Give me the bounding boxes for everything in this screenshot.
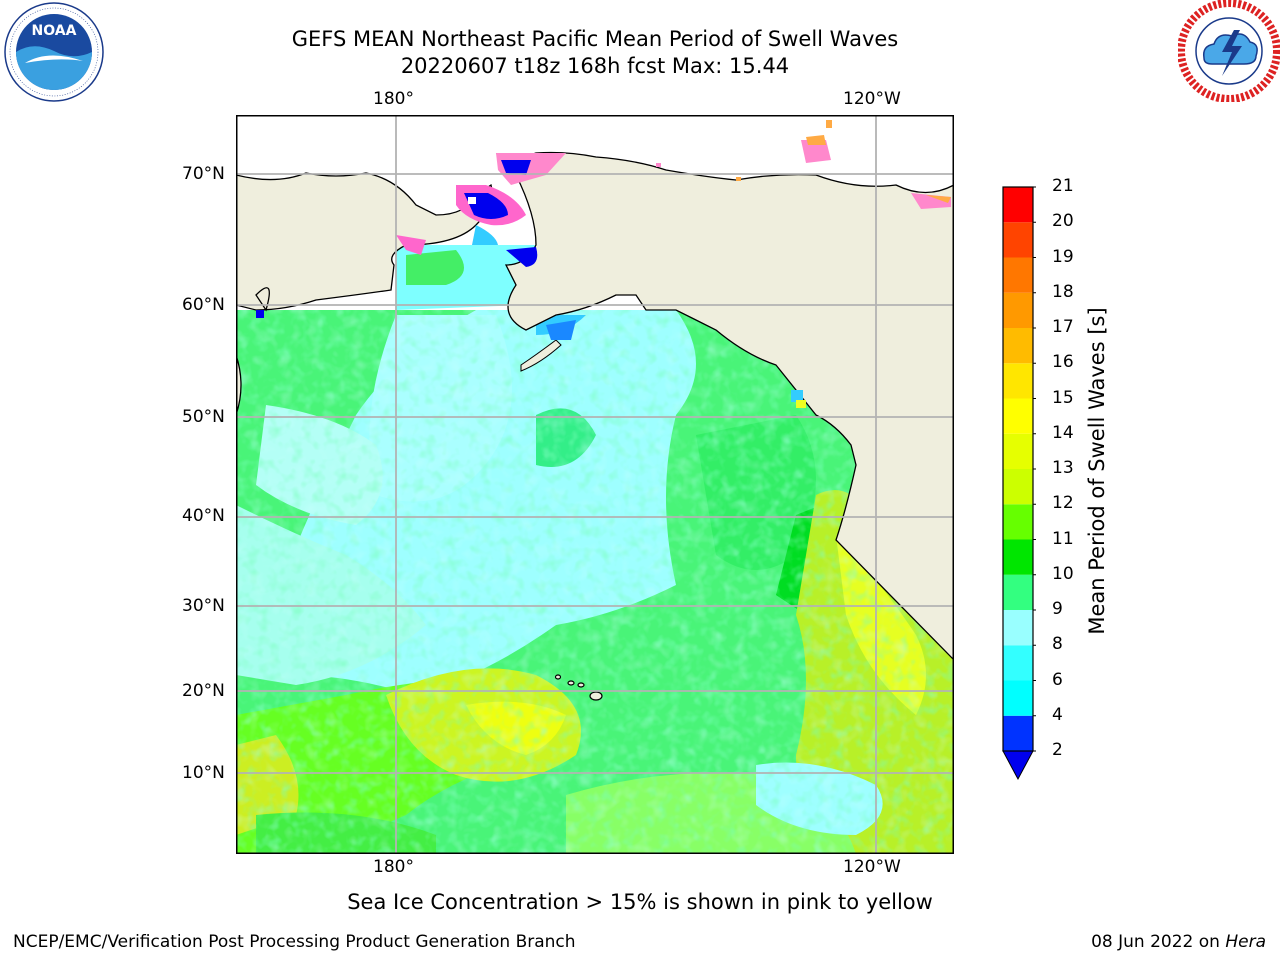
lat-label-30n: 30°N	[182, 596, 225, 616]
lat-label-20n: 20°N	[182, 681, 225, 701]
colorbar-tick-label: 4	[1052, 704, 1063, 725]
noaa-text: NOAA	[32, 23, 77, 39]
colorbar-tick-label: 2	[1052, 740, 1063, 760]
graticule	[236, 115, 954, 854]
colorbar-segment	[1003, 328, 1033, 364]
colorbar-tick-label: 21	[1052, 176, 1074, 196]
colorbar-segment	[1003, 574, 1033, 610]
colorbar-segment	[1003, 469, 1033, 505]
noaa-logo: NOAA	[4, 2, 104, 102]
colorbar-tick-label: 8	[1052, 634, 1063, 655]
lon-label-bottom-120w: 120°W	[843, 857, 901, 877]
colorbar-segment	[1003, 610, 1033, 646]
colorbar-segment	[1003, 187, 1033, 223]
colorbar-segment	[1003, 257, 1033, 293]
colorbar-segment	[1003, 715, 1033, 751]
colorbar-tick-label: 12	[1052, 493, 1074, 514]
colorbar-segment	[1003, 433, 1033, 469]
colorbar-label: Mean Period of Swell Waves [s]	[1085, 307, 1109, 635]
colorbar-segment	[1003, 539, 1033, 575]
footer-right: 08 Jun 2022 on Hera	[1091, 932, 1266, 952]
lat-label-10n: 10°N	[182, 763, 225, 783]
colorbar-segment	[1003, 292, 1033, 328]
hawaii-islands	[554, 674, 603, 701]
colorbar-segment	[1003, 222, 1033, 258]
footer-machine: Hera	[1225, 932, 1266, 952]
colorbar-segment	[1003, 645, 1033, 681]
lat-label-70n: 70°N	[182, 164, 225, 184]
lon-label-top-180: 180°	[373, 89, 414, 109]
colorbar-segment	[1003, 363, 1033, 399]
map-panel	[236, 115, 954, 854]
lat-label-60n: 60°N	[182, 295, 225, 315]
colorbar-tick-label: 10	[1052, 563, 1074, 584]
footer-date: 08 Jun 2022 on	[1091, 932, 1226, 952]
map-title: GEFS MEAN Northeast Pacific Mean Period …	[291, 27, 899, 51]
colorbar-segment	[1003, 398, 1033, 434]
nws-logo	[1178, 0, 1280, 102]
footer-left: NCEP/EMC/Verification Post Processing Pr…	[13, 932, 576, 952]
colorbar-tick-label: 6	[1052, 669, 1063, 690]
colorbar-segment	[1003, 504, 1033, 540]
colorbar-tick-label: 17	[1052, 317, 1074, 337]
colorbar-tick-label: 13	[1052, 458, 1074, 478]
sea-ice-note: Sea Ice Concentration > 15% is shown in …	[347, 890, 933, 914]
colorbar-segment	[1003, 680, 1033, 716]
colorbar-under-arrow	[1002, 750, 1034, 781]
colorbar-tick-label: 11	[1052, 528, 1074, 549]
colorbar-tick-label: 16	[1052, 352, 1074, 373]
lat-label-50n: 50°N	[182, 407, 225, 427]
colorbar-tick-label: 20	[1052, 211, 1074, 232]
colorbar-tick-label: 18	[1052, 281, 1074, 302]
sea-ice-field	[256, 120, 951, 408]
colorbar	[1002, 186, 1036, 781]
map-subtitle: 20220607 t18z 168h fcst Max: 15.44	[400, 54, 790, 78]
lat-label-40n: 40°N	[182, 506, 225, 526]
colorbar-tick-label: 14	[1052, 422, 1074, 443]
map-frame	[236, 115, 954, 854]
colorbar-tick-label: 15	[1052, 387, 1074, 408]
lon-label-top-120w: 120°W	[843, 89, 901, 109]
lon-label-bottom-180: 180°	[373, 857, 414, 877]
colorbar-tick-label: 19	[1052, 246, 1074, 267]
land	[236, 115, 954, 661]
colorbar-tick-label: 9	[1052, 599, 1063, 619]
